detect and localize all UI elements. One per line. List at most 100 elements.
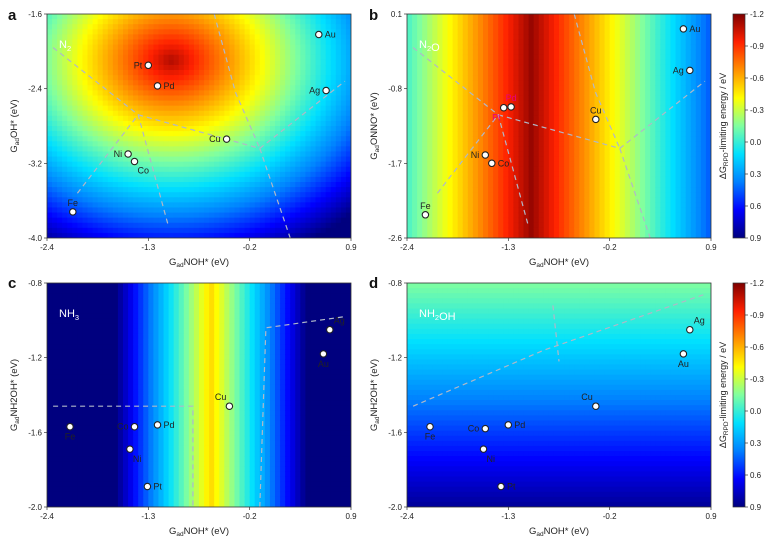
panel-letter: b: [369, 7, 378, 24]
boundary-line: [573, 14, 621, 149]
colorbar-2: -1.2 -0.9 -0.6 -0.3 0.0 0.3 0.6 0.9 ΔGRPD-limiti…: [718, 279, 764, 512]
y-tick-label: -0.8: [28, 279, 42, 288]
boundary-lines-c: [53, 316, 345, 507]
colorbar-tick-label: 0.0: [750, 138, 762, 147]
metal-point-ni: [124, 150, 132, 158]
y-axis-label: GadNH2OH* (eV): [369, 359, 381, 431]
colorbar-label: ΔGRPD-limiting energy / eV: [718, 73, 730, 179]
y-tick-label: -4.0: [28, 234, 42, 243]
metal-label-co: Co: [498, 158, 510, 168]
metal-label-pt: Pt: [507, 482, 516, 492]
y-tick-label: -1.2: [388, 354, 402, 363]
x-tick-label: -1.3: [141, 512, 155, 521]
x-axis-label: GadNOH* (eV): [529, 526, 589, 538]
panel-letter: a: [8, 7, 17, 24]
boundary-line: [259, 148, 291, 238]
y-tick-label: 0.1: [391, 10, 403, 19]
metal-label-pt: Pt: [492, 113, 501, 123]
y-axis-label: GadONNO* (eV): [369, 92, 381, 159]
panel-title: NH2OH: [419, 308, 456, 323]
panel-letter: d: [369, 275, 378, 292]
colorbar-tick-label: -0.3: [750, 106, 764, 115]
metal-label-ni: Ni: [114, 149, 123, 159]
metal-label-cu: Cu: [581, 392, 593, 402]
y-tick-label: -1.6: [28, 10, 42, 19]
y-tick-label: -1.7: [388, 159, 402, 168]
boundary-line: [76, 114, 139, 194]
metal-point-pd: [153, 82, 162, 90]
metal-point-co: [130, 157, 139, 166]
metal-label-ag: Ag: [334, 316, 345, 326]
boundary-lines-d: [412, 293, 706, 407]
metal-label-cu: Cu: [590, 105, 602, 115]
panel-title: N2: [59, 39, 71, 53]
panel-title: NH3: [59, 308, 79, 322]
metal-label-ag: Ag: [309, 86, 320, 96]
y-tick-label: -0.8: [388, 85, 402, 94]
metal-label-co: Co: [117, 422, 129, 432]
colorbar-tick-label: -1.2: [750, 10, 764, 19]
metal-label-fe: Fe: [425, 432, 436, 442]
metal-label-au: Au: [318, 359, 329, 369]
metal-point-co: [488, 159, 496, 168]
y-tick-label: -2.4: [28, 85, 42, 94]
metal-point-au: [315, 30, 323, 39]
metal-point-au: [319, 350, 328, 358]
metal-label-pt: Pt: [153, 482, 162, 492]
y-tick-label: -3.2: [28, 159, 42, 168]
metal-point-ag: [686, 66, 694, 75]
y-tick-label: -1.2: [28, 354, 42, 363]
x-tick-label: -0.2: [603, 512, 617, 521]
metal-label-au: Au: [689, 24, 700, 34]
panel-b: b N2O -2.4 -1.3 -0.2 0.9 0.1 -0.8 -1.7 -2.6 GadNOH…: [369, 7, 717, 269]
colorbar-tick-label: -0.3: [750, 375, 764, 384]
metal-point-ag: [322, 86, 330, 95]
metal-point-ni: [481, 151, 490, 159]
metal-point-cu: [225, 402, 234, 410]
y-tick-label: -2.6: [388, 234, 402, 243]
colorbar-tick-label: 0.6: [750, 202, 762, 211]
x-tick-label: -0.2: [243, 512, 257, 521]
metal-point-pd: [153, 421, 162, 429]
x-axis-label: GadNOH* (eV): [169, 526, 229, 538]
colorbar-tick-label: 0.3: [750, 439, 762, 448]
metal-point-ni: [479, 445, 488, 453]
x-tick-label: -2.4: [400, 243, 414, 252]
metal-label-fe: Fe: [68, 198, 79, 208]
boundary-line: [552, 305, 560, 362]
metal-point-ni: [126, 445, 134, 453]
colorbar-label: ΔGRPD-limiting energy / eV: [718, 342, 730, 448]
x-tick-label: -2.4: [40, 243, 54, 252]
boundary-line: [619, 148, 651, 238]
y-tick-label: -1.6: [28, 428, 42, 437]
colorbar-gradient: [732, 282, 746, 508]
x-tick-label: 0.9: [345, 243, 357, 252]
metal-label-ag: Ag: [694, 316, 705, 326]
metal-point-fe: [426, 422, 434, 431]
heatmap-d: [407, 283, 711, 507]
colorbar-tick-label: -0.6: [750, 343, 764, 352]
colorbar-tick-label: 0.9: [750, 234, 762, 243]
plot-frame: [406, 13, 712, 239]
plot-frame: [46, 282, 352, 508]
metal-label-au: Au: [325, 30, 336, 40]
y-axis-label: GadOH* (eV): [9, 99, 21, 152]
boundary-line: [436, 114, 499, 194]
heatmap-b: [407, 14, 711, 238]
x-tick-label: -2.4: [40, 512, 54, 521]
y-tick-label: -2.0: [28, 503, 42, 512]
boundary-line: [412, 293, 706, 407]
x-tick-label: -1.3: [501, 512, 515, 521]
metal-point-pt: [143, 482, 152, 491]
y-tick-label: -1.6: [388, 428, 402, 437]
metal-label-co: Co: [468, 424, 480, 434]
panel-a: a N2 -2.4 -1.3 -0.2 0.9 -1.6 -2.4 -3.2 -4.0 GadNOH…: [8, 7, 357, 269]
panel-c: c NH3 -2.4 -1.3 -0.2 0.9 -0.8 -1.2 -1.6 -2.0 GadNO…: [8, 275, 357, 538]
panel-letter: c: [8, 275, 16, 292]
metal-label-pd: Pd: [506, 93, 517, 103]
colorbar-tick-label: -1.2: [750, 279, 764, 288]
panel-d: d NH2OH -2.4 -1.3 -0.2 0.9 -0.8 -1.2 -1.6 -2.0 Gad…: [369, 275, 717, 538]
x-tick-label: -0.2: [603, 243, 617, 252]
metal-label-ni: Ni: [133, 454, 142, 464]
